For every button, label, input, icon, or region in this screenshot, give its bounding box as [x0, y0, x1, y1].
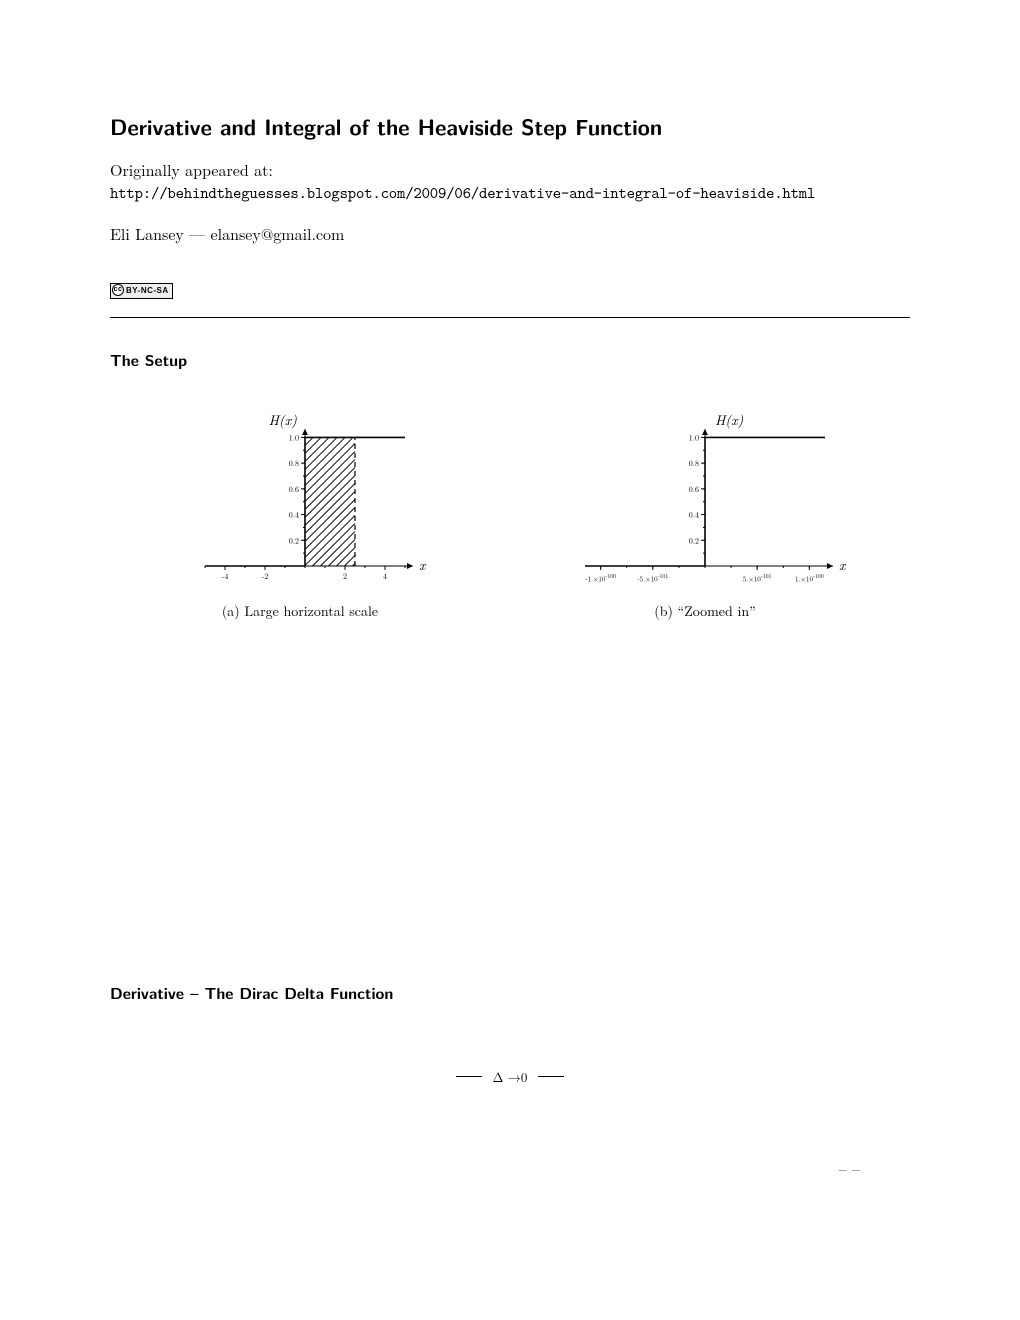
figure-a-plot: H(x) x -4 -2 2 4 0.2 0.4 0.6 0.8 1.0: [170, 411, 430, 591]
svg-text:0.8: 0.8: [689, 458, 699, 469]
figure-a-caption: (a) Large horizontal scale: [222, 601, 378, 621]
overline-right: [538, 1076, 564, 1077]
svg-text:0.6: 0.6: [689, 484, 699, 495]
svg-text:0.2: 0.2: [289, 535, 299, 546]
svg-text:x: x: [419, 555, 427, 575]
source-url: http://behindtheguesses.blogspot.com/200…: [110, 183, 910, 204]
cc-license-badge: ccBY-NC-SA: [110, 283, 173, 299]
page-title: Derivative and Integral of the Heaviside…: [110, 110, 910, 142]
cc-text: BY-NC-SA: [126, 286, 169, 295]
overline-left: [456, 1076, 482, 1077]
figure-b: H(x)x-1.×10-100-5.×10-1015.×10-1011.×10-…: [560, 411, 850, 621]
svg-text:-4: -4: [222, 571, 229, 582]
svg-text:0.4: 0.4: [289, 509, 299, 520]
divider: [110, 317, 910, 318]
svg-text:2: 2: [343, 571, 347, 582]
svg-text:H(x): H(x): [715, 411, 744, 430]
svg-text:0.8: 0.8: [289, 458, 299, 469]
svg-text:-2: -2: [262, 571, 269, 582]
origin-label: Originally appeared at:: [110, 158, 910, 181]
section-setup-title: The Setup: [110, 348, 910, 371]
svg-text:0.6: 0.6: [289, 484, 299, 495]
figure-b-plot: H(x)x-1.×10-100-5.×10-1015.×10-1011.×10-…: [560, 411, 850, 591]
figure-b-caption: (b) “Zoomed in”: [654, 601, 756, 621]
figure-a: H(x) x -4 -2 2 4 0.2 0.4 0.6 0.8 1.0 (a) Large hor…: [170, 411, 430, 621]
figure-row: H(x) x -4 -2 2 4 0.2 0.4 0.6 0.8 1.0 (a) Large hor…: [110, 411, 910, 621]
svg-text:1.0: 1.0: [689, 432, 699, 443]
svg-text:4: 4: [383, 571, 387, 582]
svg-text:0.2: 0.2: [689, 535, 699, 546]
limit-subscript: Δ →0: [493, 1067, 528, 1086]
svg-text:0.4: 0.4: [689, 509, 699, 520]
equation-fragment: Δ →0: [110, 1064, 910, 1086]
lower-dash-marks: – –: [839, 1157, 860, 1180]
author: Eli Lansey — elansey@gmail.com: [110, 222, 910, 245]
section-derivative-title: Derivative – The Dirac Delta Function: [110, 981, 910, 1004]
cc-icon: cc: [112, 284, 124, 296]
svg-text:1.0: 1.0: [289, 432, 299, 443]
svg-text:H(x): H(x): [269, 411, 298, 430]
